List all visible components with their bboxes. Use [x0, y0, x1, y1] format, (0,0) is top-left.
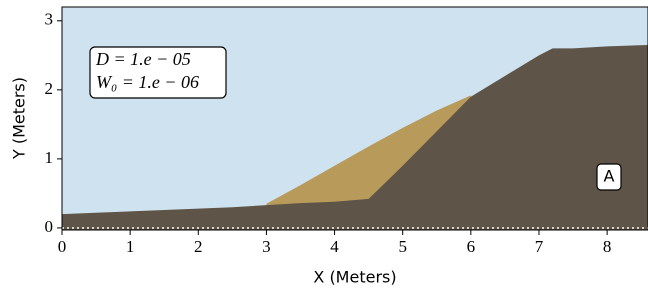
x-tick-label: 0 — [58, 237, 67, 256]
y-tick-label: 2 — [45, 79, 54, 98]
x-tick-label: 3 — [262, 237, 271, 256]
x-tick-label: 2 — [194, 237, 203, 256]
y-axis-label: Y (Meters) — [10, 77, 29, 160]
x-tick-label: 6 — [467, 237, 476, 256]
annotation: D = 1.e − 05 — [95, 49, 191, 69]
x-tick-label: 4 — [330, 237, 339, 256]
annotation: W₀ = 1.e − 06 — [96, 72, 199, 92]
y-tick-label: 1 — [45, 148, 54, 167]
x-tick-label: 8 — [603, 237, 612, 256]
y-tick-label: 0 — [45, 217, 54, 236]
y-tick-label: 3 — [45, 10, 54, 29]
x-tick-label: 7 — [535, 237, 544, 256]
x-tick-label: 1 — [126, 237, 135, 256]
x-axis-label: X (Meters) — [313, 268, 396, 287]
x-tick-label: 5 — [398, 237, 407, 256]
chart: D = 1.e − 05 W₀ = 1.e − 06 A X (Meters) … — [0, 0, 648, 293]
region-label: A — [604, 167, 615, 186]
